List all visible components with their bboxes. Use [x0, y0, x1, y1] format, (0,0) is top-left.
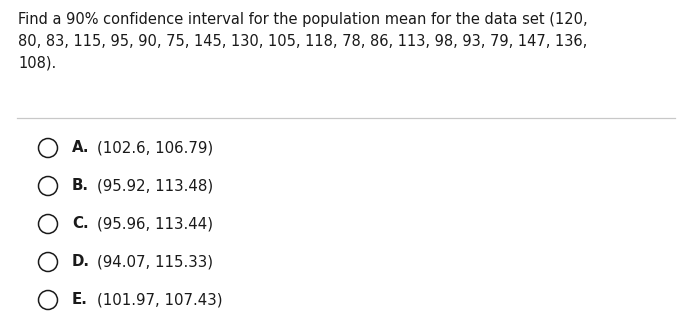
- Text: (94.07, 115.33): (94.07, 115.33): [97, 255, 213, 269]
- Text: A.: A.: [72, 140, 90, 156]
- Text: (101.97, 107.43): (101.97, 107.43): [97, 293, 223, 307]
- Text: (95.92, 113.48): (95.92, 113.48): [97, 178, 213, 194]
- Text: (102.6, 106.79): (102.6, 106.79): [97, 140, 213, 156]
- Text: C.: C.: [72, 216, 88, 231]
- Text: D.: D.: [72, 255, 90, 269]
- Text: B.: B.: [72, 178, 89, 194]
- Text: E.: E.: [72, 293, 88, 307]
- Text: Find a 90% confidence interval for the population mean for the data set (120,
80: Find a 90% confidence interval for the p…: [18, 12, 587, 70]
- Text: (95.96, 113.44): (95.96, 113.44): [97, 216, 213, 231]
